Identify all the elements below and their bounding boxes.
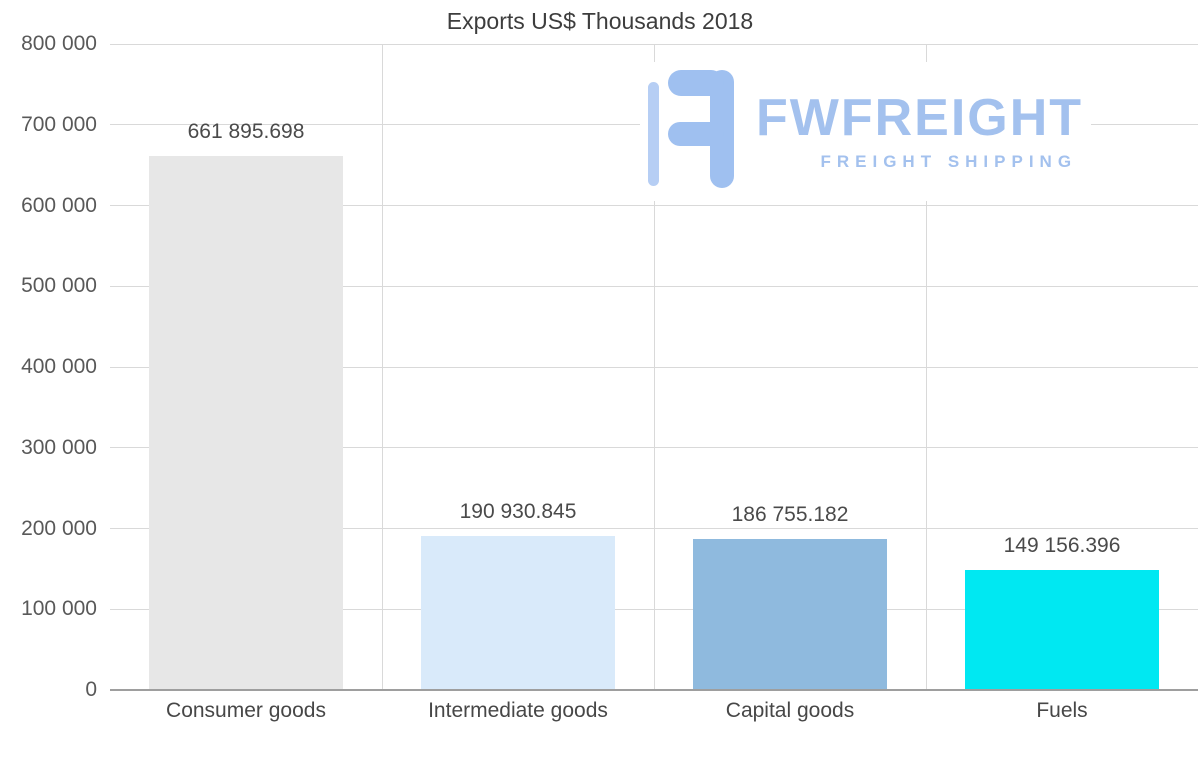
x-axis-line	[110, 689, 1198, 691]
y-tick-label: 0	[85, 678, 97, 701]
y-tick-label: 800 000	[21, 32, 97, 55]
y-tick-label: 600 000	[21, 193, 97, 217]
y-tick-label: 400 000	[21, 355, 97, 378]
bar-consumer-goods	[149, 155, 343, 690]
x-tick-label: Capital goods	[725, 699, 855, 722]
bar-value-label: 190 930.845	[459, 499, 577, 523]
watermark-text: FWFREIGHT FREIGHT SHIPPING	[756, 92, 1083, 172]
vertical-gridline	[925, 44, 927, 690]
freight-logo-icon	[648, 66, 740, 197]
bar-fuels	[965, 569, 1159, 690]
chart-title: Exports US$ Thousands 2018	[446, 8, 754, 34]
y-tick-label: 100 000	[21, 597, 97, 621]
watermark-tagline: FREIGHT SHIPPING	[820, 151, 1078, 171]
x-tick-label: Fuels	[1036, 699, 1088, 722]
bar-intermediate-goods	[421, 535, 615, 690]
x-tick-label: Consumer goods	[166, 699, 326, 722]
bar-capital-goods	[693, 539, 887, 690]
y-tick-label: 200 000	[21, 516, 97, 540]
bar-value-label: 661 895.698	[187, 119, 305, 143]
watermark-brand: FWFREIGHT	[756, 88, 1084, 147]
vertical-gridline	[653, 44, 655, 690]
vertical-gridline	[381, 44, 383, 690]
watermark: FWFREIGHT FREIGHT SHIPPING	[640, 62, 1092, 201]
plot-area: 0 100 000 200 000 300 000 400 000 500 000 600 …	[21, 32, 1198, 722]
y-tick-label: 700 000	[21, 112, 97, 136]
bar-value-label: 149 156.396	[1003, 533, 1121, 557]
y-tick-label: 300 000	[21, 435, 97, 459]
bar-value-label: 186 755.182	[731, 503, 849, 527]
x-tick-label: Intermediate goods	[428, 699, 608, 722]
y-tick-label: 500 000	[21, 274, 97, 298]
